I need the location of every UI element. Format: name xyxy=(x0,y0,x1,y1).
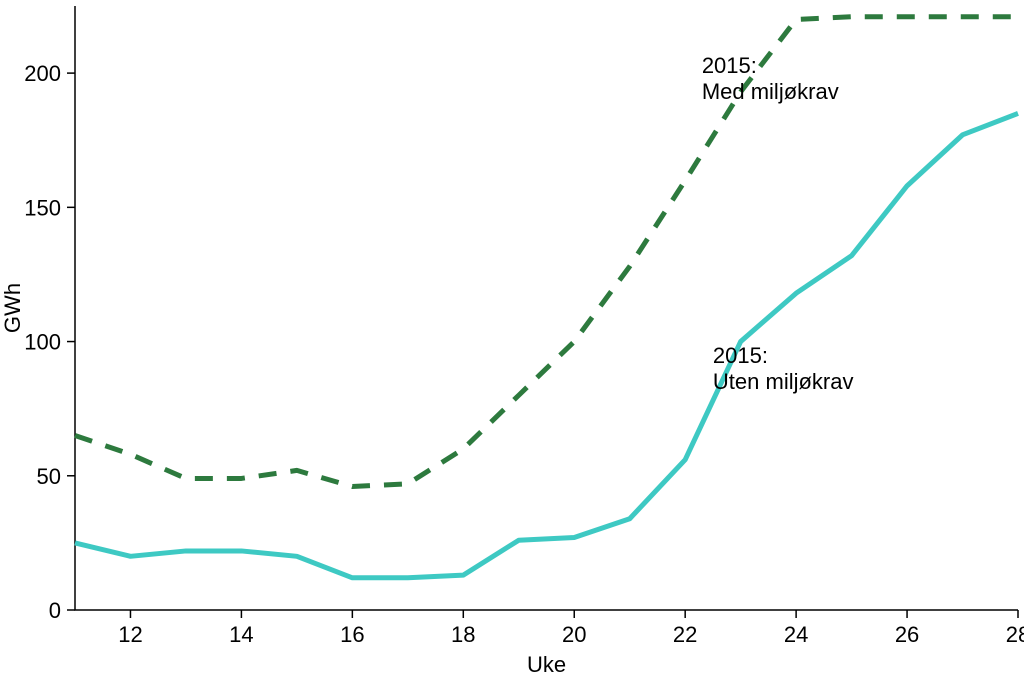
annotation-line: Med miljøkrav xyxy=(702,79,839,104)
y-tick-label: 50 xyxy=(37,464,61,489)
axis-lines xyxy=(75,6,1018,610)
line-chart: 12 14 16 18 20 22 24 26 28 0 50 100 150 200 Uke GWh 20… xyxy=(0,0,1024,682)
annotation-uten_miljokrav: 2015:Uten miljøkrav xyxy=(713,343,854,394)
annotation-line: Uten miljøkrav xyxy=(713,369,854,394)
y-tick-label: 0 xyxy=(49,598,61,623)
x-tick-label: 22 xyxy=(673,622,697,647)
y-axis-title: GWh xyxy=(0,283,25,333)
y-tick-label: 150 xyxy=(24,195,61,220)
x-tick-label: 24 xyxy=(784,622,808,647)
series-med_miljokrav xyxy=(75,17,1018,487)
y-tick-label: 200 xyxy=(24,61,61,86)
x-axis-title: Uke xyxy=(527,652,566,677)
x-tick-label: 18 xyxy=(451,622,475,647)
series-group xyxy=(75,17,1018,578)
x-tick-label: 14 xyxy=(229,622,253,647)
annotation-line: 2015: xyxy=(702,53,757,78)
x-tick-label: 12 xyxy=(118,622,142,647)
annotations: 2015:Med miljøkrav2015:Uten miljøkrav xyxy=(702,53,854,394)
y-tick-label: 100 xyxy=(24,330,61,355)
x-tick-label: 28 xyxy=(1006,622,1024,647)
annotation-line: 2015: xyxy=(713,343,768,368)
annotation-med_miljokrav: 2015:Med miljøkrav xyxy=(702,53,839,104)
x-tick-label: 20 xyxy=(562,622,586,647)
series-uten_miljokrav xyxy=(75,113,1018,577)
x-tick-label: 16 xyxy=(340,622,364,647)
labels: Uke GWh xyxy=(0,283,566,677)
x-tick-label: 26 xyxy=(895,622,919,647)
chart-container: 12 14 16 18 20 22 24 26 28 0 50 100 150 200 Uke GWh 20… xyxy=(0,0,1024,682)
